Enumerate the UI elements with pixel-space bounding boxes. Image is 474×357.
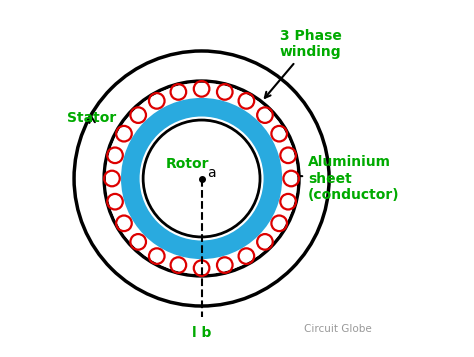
Text: Rotor: Rotor <box>165 157 209 171</box>
Text: Aluminium
sheet
(conductor): Aluminium sheet (conductor) <box>281 155 400 202</box>
Text: l b: l b <box>192 326 211 340</box>
Text: a: a <box>207 166 216 180</box>
Ellipse shape <box>74 51 329 306</box>
Ellipse shape <box>139 116 264 241</box>
Text: Stator: Stator <box>67 111 116 125</box>
Ellipse shape <box>106 83 297 274</box>
Ellipse shape <box>143 120 260 237</box>
Text: Circuit Globe: Circuit Globe <box>304 325 372 335</box>
Text: 3 Phase
winding: 3 Phase winding <box>265 29 341 98</box>
